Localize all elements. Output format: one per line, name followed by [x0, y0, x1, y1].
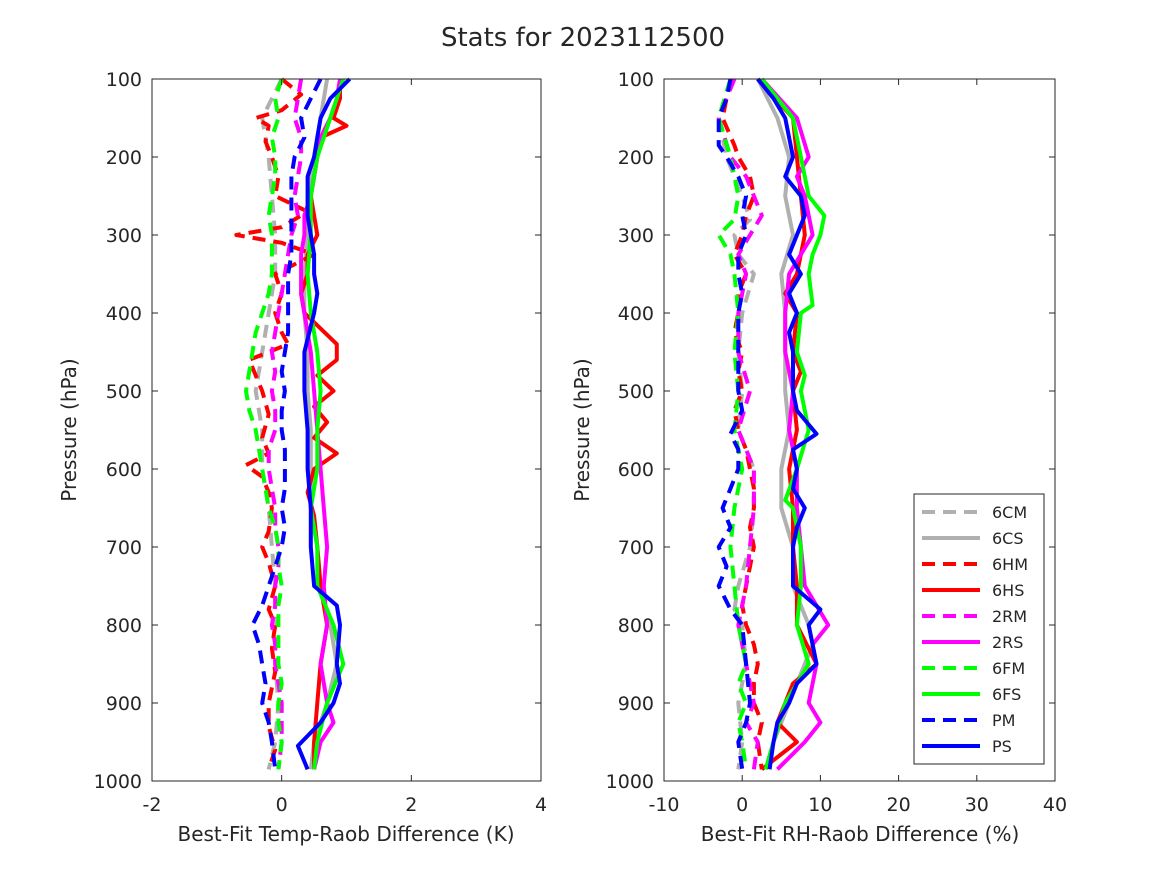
- temp-y-tick-label: 1000: [94, 771, 142, 793]
- temp-y-tick-label: 200: [106, 147, 142, 169]
- temp-series-6fm: [244, 78, 284, 770]
- legend-label-6cm: 6CM: [992, 503, 1027, 522]
- rh-series-ps: [756, 77, 823, 770]
- rh-x-tick-label: 30: [965, 794, 989, 816]
- rh-difference-panel: -10 0 10 20 30 40 100 200 300 400 500 600 700 800 900 1…: [570, 69, 1067, 846]
- rh-x-axis-label: Best-Fit RH-Raob Difference (%): [701, 822, 1020, 846]
- rh-x-tick-label: 0: [736, 794, 748, 816]
- legend-label-6fm: 6FM: [992, 659, 1025, 678]
- temp-axis-ticks: -2 0 2 4 100 200 300 400 500 600 700 800 900 1000: [94, 69, 547, 816]
- legend-label-2rs: 2RS: [992, 633, 1023, 652]
- rh-y-tick-label: 300: [618, 225, 654, 247]
- rh-y-tick-label: 600: [618, 459, 654, 481]
- temp-series-6fs: [305, 78, 346, 770]
- rh-y-tick-label: 100: [618, 69, 654, 91]
- rh-x-tick-label: 10: [808, 794, 832, 816]
- rh-y-tick-label: 1000: [606, 771, 654, 793]
- temp-y-axis-label: Pressure (hPa): [57, 358, 81, 501]
- rh-axis-ticks: -10 0 10 20 30 40 100 200 300 400 500 600 700 800 900 1…: [606, 69, 1067, 816]
- legend-label-6cs: 6CS: [992, 529, 1024, 548]
- legend: 6CM 6CS 6HM 6HS 2RM 2RS 6FM 6FS PM PS: [913, 493, 1045, 765]
- rh-y-axis-label: Pressure (hPa): [570, 358, 594, 501]
- temp-y-tick-label: 400: [106, 303, 142, 325]
- temp-y-tick-label: 300: [106, 225, 142, 247]
- temp-plot-area: [152, 79, 541, 781]
- temp-x-tick-label: -2: [143, 794, 162, 816]
- legend-label-pm: PM: [992, 711, 1015, 730]
- temp-difference-panel: -2 0 2 4 100 200 300 400 500 600 700 800 900 1000 Bes…: [57, 69, 547, 846]
- rh-series-6fs: [760, 77, 827, 770]
- temp-x-tick-label: 2: [405, 794, 417, 816]
- rh-y-tick-label: 800: [618, 615, 654, 637]
- temp-y-tick-label: 500: [106, 381, 142, 403]
- rh-series-6hm: [720, 78, 764, 770]
- temp-series-2rm: [266, 78, 304, 770]
- temp-x-tick-label: 4: [535, 794, 547, 816]
- temp-x-axis-label: Best-Fit Temp-Raob Difference (K): [177, 822, 514, 846]
- legend-label-6hm: 6HM: [992, 555, 1028, 574]
- rh-series-lines: [716, 77, 831, 771]
- legend-label-6fs: 6FS: [992, 685, 1021, 704]
- temp-series-lines: [234, 77, 352, 771]
- temp-y-tick-label: 900: [106, 693, 142, 715]
- temp-axes-box: [151, 78, 542, 782]
- temp-y-tick-label: 800: [106, 615, 142, 637]
- temp-y-tick-label: 700: [106, 537, 142, 559]
- legend-label-6hs: 6HS: [992, 581, 1024, 600]
- legend-label-2rm: 2RM: [992, 607, 1027, 626]
- rh-x-tick-label: -10: [648, 794, 679, 816]
- legend-label-ps: PS: [992, 737, 1012, 756]
- temp-y-tick-label: 600: [106, 459, 142, 481]
- temp-y-tick-label: 100: [106, 69, 142, 91]
- legend-entries: 6CM 6CS 6HM 6HS 2RM 2RS 6FM 6FS PM PS: [922, 503, 1028, 756]
- figure-title: Stats for 2023112500: [441, 23, 725, 53]
- temp-series-ps: [295, 77, 352, 771]
- temp-x-tick-label: 0: [276, 794, 288, 816]
- rh-series-pm: [716, 78, 752, 770]
- rh-x-tick-label: 40: [1043, 794, 1067, 816]
- rh-x-tick-label: 20: [887, 794, 911, 816]
- rh-y-tick-label: 900: [618, 693, 654, 715]
- rh-y-tick-label: 700: [618, 537, 654, 559]
- rh-y-tick-label: 200: [618, 147, 654, 169]
- legend-box: [913, 493, 1045, 765]
- rh-y-tick-label: 500: [618, 381, 654, 403]
- rh-axes-box: [663, 78, 1056, 782]
- rh-y-tick-label: 400: [618, 303, 654, 325]
